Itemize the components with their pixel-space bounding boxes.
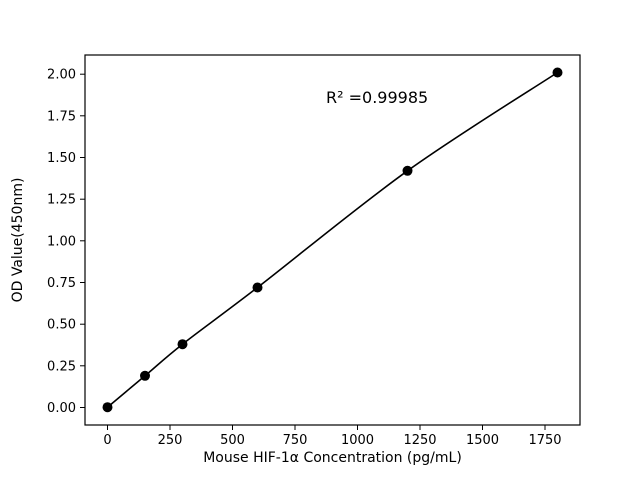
- x-tick-label: 0: [103, 433, 111, 448]
- x-tick-label: 1500: [466, 433, 499, 448]
- x-tick-label: 1750: [528, 433, 561, 448]
- y-tick-label: 1.50: [47, 151, 76, 166]
- data-point: [252, 282, 263, 293]
- x-tick-label: 1000: [341, 433, 374, 448]
- data-point: [402, 165, 413, 176]
- x-axis-label: Mouse HIF-1α Concentration (pg/mL): [203, 450, 462, 466]
- y-axis: 0.00 0.25 0.50 0.75 1.00 1.25 1.50 1.75 2.00: [47, 68, 85, 416]
- y-tick-label: 0.50: [47, 318, 76, 333]
- annotation-r-squared: R² =0.99985: [326, 88, 428, 107]
- y-tick-label: 0.25: [47, 359, 76, 374]
- x-tick-label: 750: [283, 433, 308, 448]
- y-tick-label: 1.25: [47, 193, 76, 208]
- y-tick-label: 0.75: [47, 276, 76, 291]
- data-point: [177, 339, 188, 350]
- data-point: [552, 67, 563, 78]
- plot-area: [85, 55, 580, 425]
- data-point: [140, 370, 150, 381]
- x-tick-label: 500: [220, 433, 245, 448]
- data-points: [102, 67, 563, 413]
- y-tick-label: 1.75: [47, 109, 76, 124]
- y-tick-label: 1.00: [47, 234, 76, 249]
- data-point: [102, 402, 113, 413]
- x-axis: 0 250 500 750 1000 1250 1500 1750: [103, 425, 562, 448]
- axes-spines: [84, 54, 581, 426]
- x-tick-label: 1250: [403, 433, 436, 448]
- y-tick-label: 2.00: [47, 68, 76, 83]
- y-axis-label: OD Value(450nm): [10, 178, 26, 303]
- y-tick-label: 0.00: [47, 401, 76, 416]
- x-tick-label: 250: [158, 433, 183, 448]
